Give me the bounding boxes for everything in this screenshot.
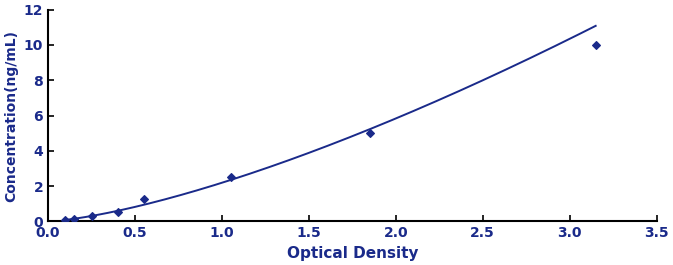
Y-axis label: Concentration(ng/mL): Concentration(ng/mL) [4, 29, 18, 202]
X-axis label: Optical Density: Optical Density [287, 246, 418, 261]
